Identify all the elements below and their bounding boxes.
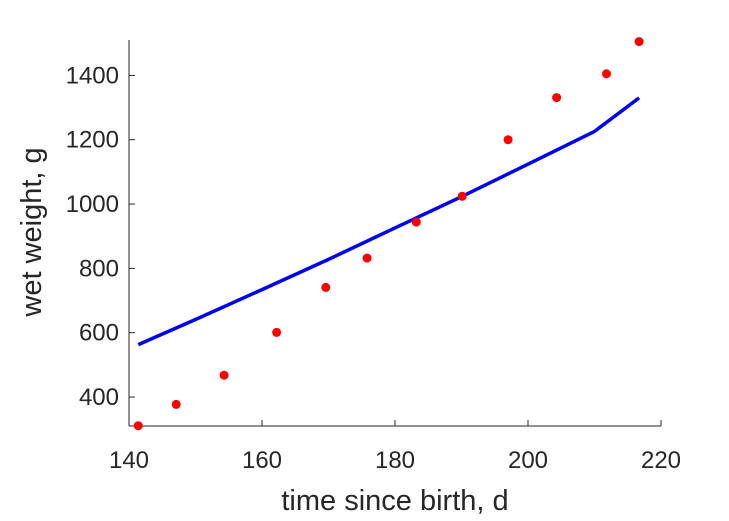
series-layer — [133, 37, 644, 431]
y-tick-label: 1200 — [66, 127, 119, 154]
x-tick-label: 200 — [508, 447, 548, 474]
data-point — [171, 399, 181, 409]
y-tick-label: 800 — [79, 255, 119, 282]
data-point — [503, 135, 513, 145]
x-tick-label: 180 — [375, 447, 415, 474]
data-point — [219, 370, 229, 380]
data-point — [133, 421, 143, 431]
data-point — [362, 253, 372, 263]
data-point — [411, 217, 421, 227]
y-tick-label: 1400 — [66, 62, 119, 89]
axes: 140 160 180 200 220 400 600 800 1000 1200 1400 — [66, 40, 681, 474]
data-point — [457, 191, 467, 201]
y-tick-label: 600 — [79, 320, 119, 347]
x-axis-label: time since birth, d — [281, 485, 508, 517]
y-axis-label: wet weight, g — [16, 147, 48, 317]
fit-line — [137, 96, 641, 347]
data-point — [321, 282, 331, 292]
x-tick-label: 220 — [641, 447, 681, 474]
data-point — [552, 93, 562, 103]
y-tick-label: 1000 — [66, 191, 119, 218]
x-tick-label: 160 — [242, 447, 282, 474]
y-tick-label: 400 — [79, 384, 119, 411]
x-tick-label: 140 — [109, 447, 149, 474]
data-point — [602, 69, 611, 79]
data-point — [634, 37, 644, 47]
data-point — [272, 327, 282, 337]
